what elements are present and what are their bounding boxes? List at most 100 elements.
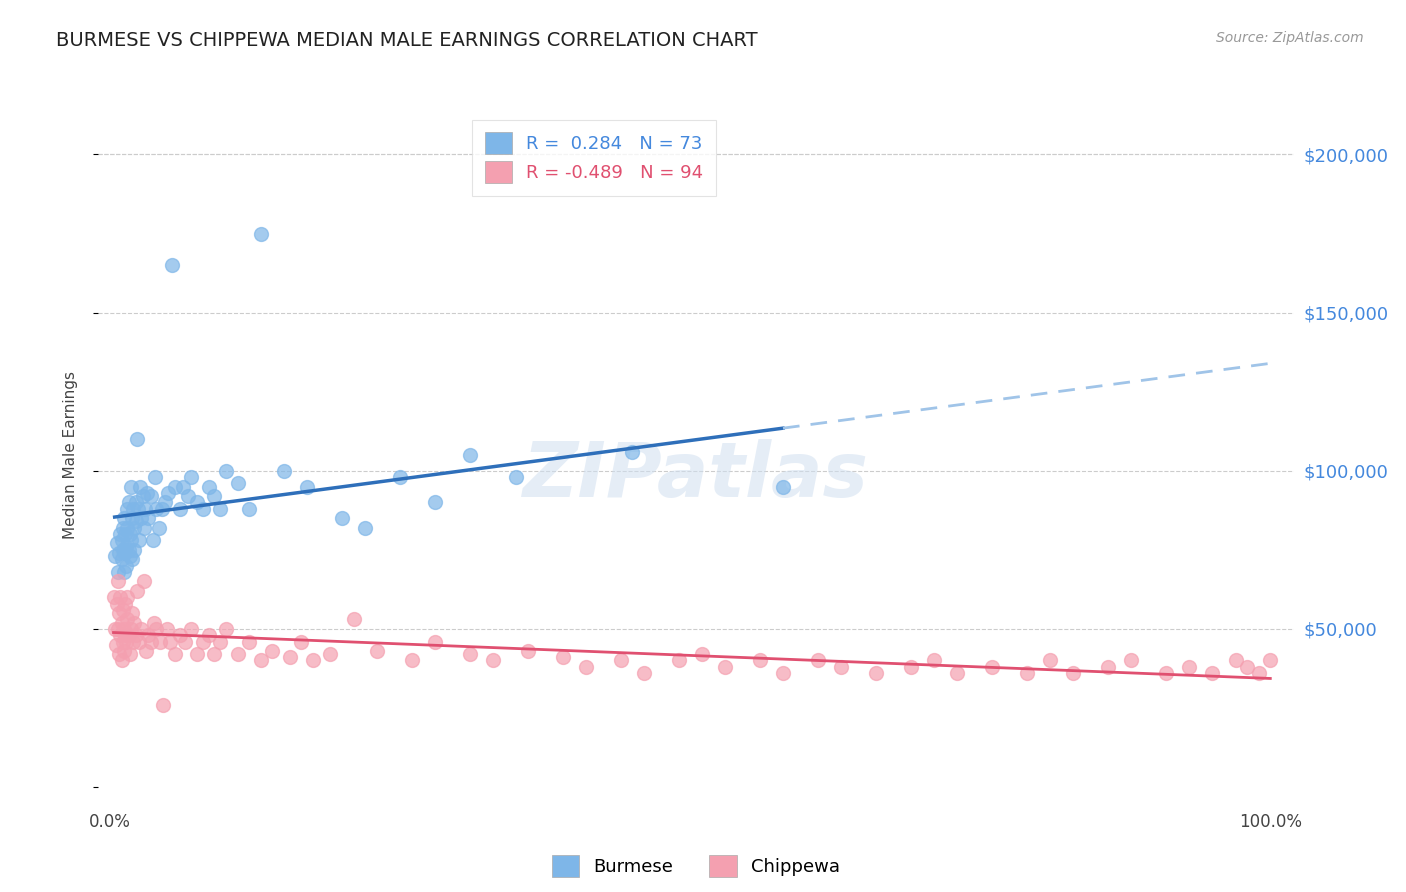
Point — [290, 634, 312, 648]
Point — [807, 653, 830, 667]
Point — [104, 549, 127, 563]
Point — [114, 546, 136, 560]
Point — [1236, 660, 1258, 674]
Point — [319, 647, 342, 661]
Point — [900, 660, 922, 674]
Point — [136, 511, 159, 525]
Legend: Burmese, Chippewa: Burmese, Chippewa — [544, 847, 848, 884]
Point — [215, 622, 238, 636]
Point — [149, 634, 172, 648]
Point — [117, 591, 139, 605]
Point — [157, 486, 180, 500]
Point — [668, 653, 690, 667]
Point — [111, 521, 134, 535]
Point — [128, 533, 150, 548]
Point — [122, 634, 145, 648]
Point — [172, 479, 194, 493]
Point — [121, 552, 143, 566]
Point — [112, 622, 135, 636]
Point — [122, 501, 145, 516]
Point — [120, 622, 142, 636]
Point — [107, 622, 129, 636]
Point — [111, 603, 134, 617]
Point — [128, 634, 150, 648]
Point — [110, 591, 132, 605]
Point — [131, 511, 153, 525]
Point — [143, 615, 166, 630]
Point — [609, 653, 631, 667]
Point — [1062, 666, 1084, 681]
Point — [118, 647, 141, 661]
Point — [169, 628, 191, 642]
Point — [156, 622, 179, 636]
Point — [401, 653, 423, 667]
Point — [118, 549, 141, 563]
Point — [389, 470, 412, 484]
Point — [135, 644, 157, 658]
Point — [238, 501, 260, 516]
Point — [169, 501, 191, 516]
Point — [830, 660, 852, 674]
Point — [186, 495, 208, 509]
Point — [114, 527, 136, 541]
Point — [297, 479, 319, 493]
Point — [103, 591, 125, 605]
Point — [209, 634, 232, 648]
Point — [114, 628, 136, 642]
Point — [191, 501, 214, 516]
Point — [250, 653, 273, 667]
Point — [115, 558, 138, 573]
Point — [131, 622, 153, 636]
Point — [1097, 660, 1119, 674]
Point — [423, 634, 446, 648]
Point — [114, 597, 136, 611]
Point — [191, 634, 214, 648]
Text: Source: ZipAtlas.com: Source: ZipAtlas.com — [1216, 31, 1364, 45]
Point — [278, 650, 301, 665]
Point — [121, 511, 143, 525]
Point — [132, 574, 155, 589]
Point — [633, 666, 655, 681]
Point — [226, 647, 249, 661]
Point — [148, 521, 170, 535]
Point — [124, 495, 146, 509]
Point — [273, 464, 295, 478]
Point — [111, 634, 134, 648]
Point — [343, 612, 366, 626]
Point — [152, 698, 174, 712]
Point — [124, 628, 146, 642]
Point — [1039, 653, 1062, 667]
Point — [714, 660, 737, 674]
Point — [302, 653, 325, 667]
Point — [105, 597, 128, 611]
Point — [127, 501, 149, 516]
Point — [145, 622, 167, 636]
Point — [174, 634, 197, 648]
Point — [1178, 660, 1201, 674]
Point — [121, 606, 143, 620]
Point — [105, 536, 128, 550]
Point — [112, 565, 135, 579]
Point — [250, 227, 273, 241]
Point — [505, 470, 527, 484]
Point — [131, 489, 153, 503]
Point — [748, 653, 770, 667]
Point — [108, 647, 131, 661]
Point — [136, 486, 159, 500]
Point — [215, 464, 238, 478]
Point — [180, 622, 202, 636]
Point — [946, 666, 969, 681]
Point — [124, 615, 146, 630]
Point — [366, 644, 388, 658]
Point — [551, 650, 574, 665]
Point — [458, 448, 481, 462]
Point — [145, 501, 167, 516]
Point — [143, 470, 166, 484]
Y-axis label: Median Male Earnings: Median Male Earnings — [63, 371, 77, 539]
Point — [690, 647, 713, 661]
Point — [111, 653, 134, 667]
Point — [136, 628, 159, 642]
Point — [197, 479, 219, 493]
Point — [117, 612, 139, 626]
Point — [1225, 653, 1247, 667]
